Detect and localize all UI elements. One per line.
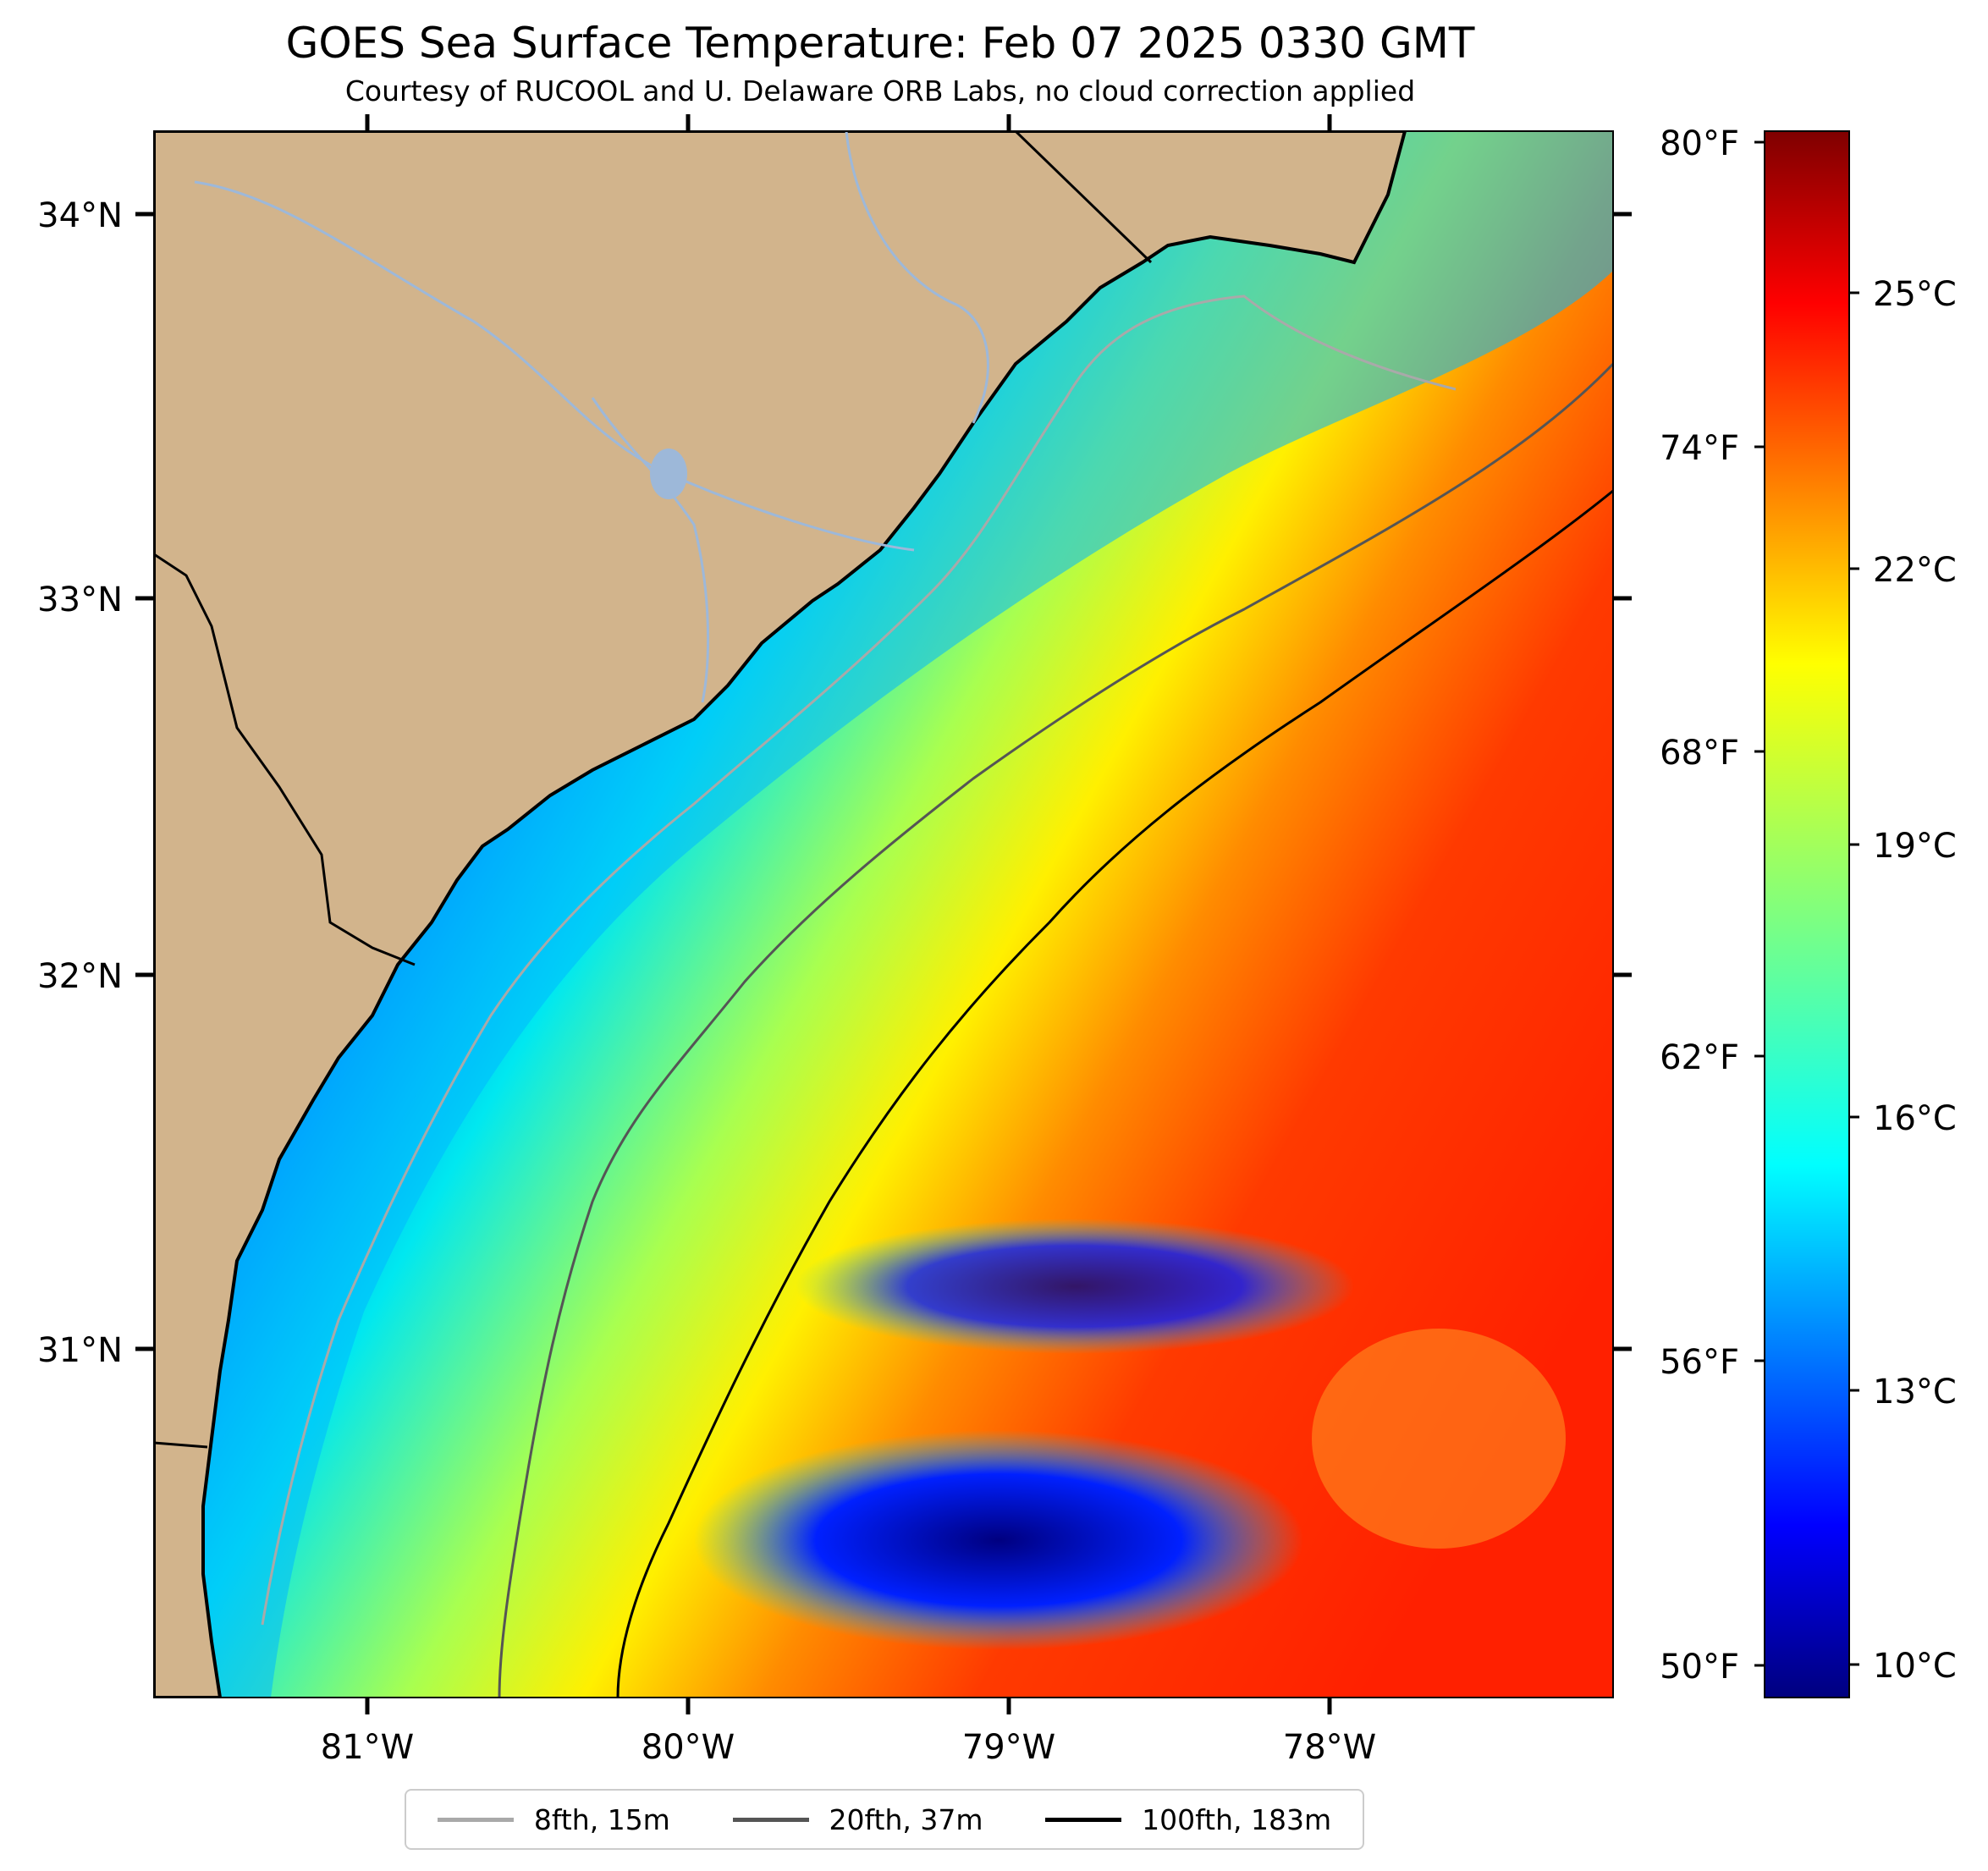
celsius-label-13: 13°C — [1873, 1373, 1957, 1412]
fahrenheit-label-68: 68°F — [1660, 734, 1739, 773]
colorbar — [1764, 130, 1850, 1698]
fahrenheit-label-56: 56°F — [1660, 1343, 1739, 1382]
legend-label-20fth: 20fth, 37m — [829, 1802, 983, 1836]
state-border-nc-sc — [1014, 131, 1153, 264]
lat-label-33: 33°N — [37, 581, 123, 619]
fahrenheit-label-80: 80°F — [1660, 124, 1739, 163]
map-frame — [153, 130, 1614, 1698]
lat-axis-left: 34°N 33°N 32°N 31°N — [37, 196, 154, 1370]
legend-swatch-8fth — [437, 1817, 514, 1822]
river-2 — [845, 131, 989, 424]
cold-patch-north — [796, 1219, 1354, 1354]
fahrenheit-label-62: 62°F — [1660, 1038, 1739, 1077]
state-border-sc-ga — [154, 553, 416, 966]
warm-eddy — [1312, 1329, 1566, 1549]
lat-label-32: 32°N — [37, 957, 123, 996]
lon-label-80: 80°W — [642, 1728, 735, 1767]
chart-subtitle: Courtesy of RUCOOL and U. Delaware ORB L… — [344, 74, 1416, 107]
cold-patch-south — [694, 1430, 1303, 1650]
legend-item-20fth: 20fth, 37m — [732, 1802, 983, 1836]
lat-label-31: 31°N — [37, 1331, 123, 1370]
legend-label-100fth: 100fth, 183m — [1142, 1802, 1332, 1836]
isobath-legend: 8fth, 15m 20fth, 37m 100fth, 183m — [405, 1789, 1364, 1850]
lat-axis-right — [1613, 212, 1632, 1351]
celsius-label-19: 19°C — [1873, 827, 1957, 866]
state-border-ga-fl — [154, 1441, 208, 1449]
celsius-label-10: 10°C — [1873, 1647, 1957, 1686]
isobath-100fth — [616, 489, 1613, 1698]
lat-label-34: 34°N — [37, 196, 123, 235]
celsius-label-16: 16°C — [1873, 1099, 1957, 1138]
legend-item-8fth: 8fth, 15m — [437, 1802, 670, 1836]
river-3 — [591, 397, 710, 703]
legend-label-8fth: 8fth, 15m — [533, 1802, 670, 1836]
map-plot-area — [154, 131, 1613, 1698]
celsius-label-25: 25°C — [1873, 275, 1957, 314]
legend-item-100fth: 100fth, 183m — [1045, 1803, 1331, 1836]
lon-label-81: 81°W — [321, 1728, 414, 1767]
colorbar-celsius-axis: 25°C 22°C 19°C 16°C 13°C 10°C — [1849, 275, 1957, 1686]
land-mass — [154, 131, 1407, 1698]
fahrenheit-label-50: 50°F — [1660, 1648, 1739, 1687]
lake — [650, 448, 687, 499]
legend-swatch-100fth — [1045, 1817, 1122, 1822]
fahrenheit-label-74: 74°F — [1660, 429, 1739, 468]
lon-axis: 81°W 80°W 79°W 78°W — [321, 114, 1376, 1767]
isobath-8fth — [261, 294, 1457, 1626]
lon-label-79: 79°W — [962, 1728, 1055, 1767]
chart-title: GOES Sea Surface Temperature: Feb 07 202… — [285, 19, 1475, 68]
lon-label-78: 78°W — [1283, 1728, 1376, 1767]
colorbar-fahrenheit-axis: 80°F 74°F 68°F 62°F 56°F 50°F — [1660, 124, 1765, 1687]
river-1 — [194, 180, 915, 552]
celsius-label-22: 22°C — [1873, 551, 1957, 590]
legend-swatch-20fth — [732, 1817, 809, 1822]
isobath-20fth — [498, 362, 1613, 1698]
